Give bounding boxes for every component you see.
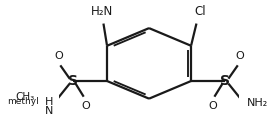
Text: O: O	[235, 51, 244, 61]
Text: H₂N: H₂N	[90, 5, 113, 18]
Text: N: N	[45, 106, 53, 116]
Text: O: O	[208, 101, 217, 111]
Text: O: O	[54, 51, 63, 61]
Text: S: S	[68, 74, 78, 88]
Text: methyl: methyl	[7, 97, 38, 106]
Text: Cl: Cl	[194, 5, 206, 18]
Text: CH₃: CH₃	[15, 92, 34, 102]
Text: O: O	[81, 101, 90, 111]
Text: S: S	[220, 74, 230, 88]
Text: H: H	[45, 97, 53, 107]
Text: NH₂: NH₂	[247, 98, 268, 108]
